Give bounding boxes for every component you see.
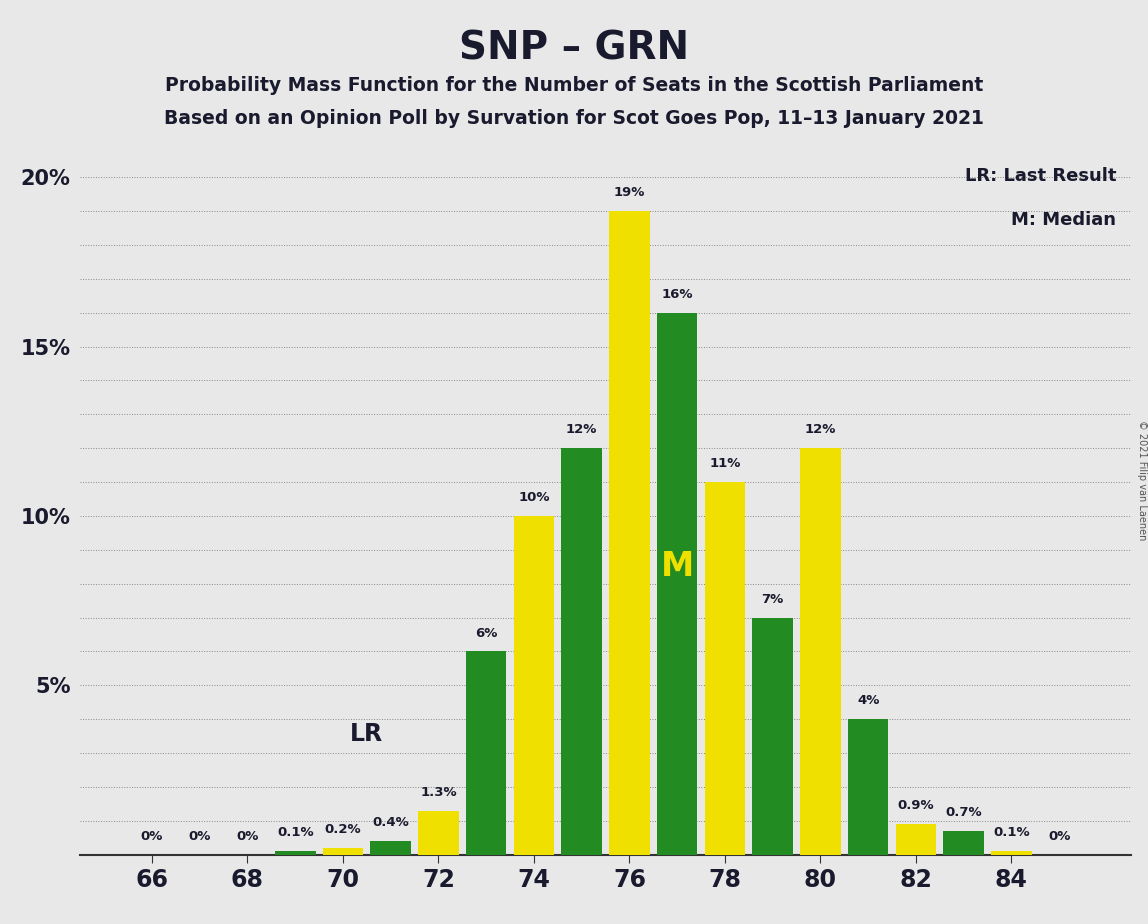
Bar (657, 312, 698, 855)
Bar (848, 719, 889, 855)
Bar (466, 651, 506, 855)
Text: 0.1%: 0.1% (993, 826, 1030, 840)
Text: 16%: 16% (661, 287, 693, 301)
Text: M: M (660, 550, 693, 583)
Text: 0.9%: 0.9% (898, 799, 934, 812)
Text: LR: LR (350, 723, 383, 747)
Text: 11%: 11% (709, 457, 740, 470)
Bar (513, 516, 554, 855)
Bar (418, 810, 459, 855)
Text: 0.7%: 0.7% (945, 806, 982, 820)
Bar (895, 824, 937, 855)
Bar (752, 617, 793, 855)
Text: 0%: 0% (236, 830, 258, 843)
Text: 0.2%: 0.2% (325, 823, 362, 836)
Text: Probability Mass Function for the Number of Seats in the Scottish Parliament: Probability Mass Function for the Number… (165, 76, 983, 95)
Bar (323, 848, 363, 855)
Text: 0%: 0% (141, 830, 163, 843)
Text: 10%: 10% (518, 491, 550, 505)
Bar (371, 841, 411, 855)
Text: Based on an Opinion Poll by Survation for Scot Goes Pop, 11–13 January 2021: Based on an Opinion Poll by Survation fo… (164, 109, 984, 128)
Bar (991, 851, 1032, 855)
Text: 12%: 12% (805, 423, 836, 436)
Bar (705, 482, 745, 855)
Text: 12%: 12% (566, 423, 597, 436)
Bar (274, 851, 316, 855)
Text: 1.3%: 1.3% (420, 785, 457, 798)
Text: 0%: 0% (188, 830, 211, 843)
Text: 6%: 6% (475, 626, 497, 639)
Text: 0.1%: 0.1% (277, 826, 313, 840)
Text: 7%: 7% (761, 592, 784, 606)
Text: © 2021 Filip van Laenen: © 2021 Filip van Laenen (1138, 420, 1147, 541)
Bar (610, 211, 650, 855)
Text: M: Median: M: Median (1011, 211, 1117, 229)
Text: 4%: 4% (858, 694, 879, 708)
Bar (944, 831, 984, 855)
Text: SNP – GRN: SNP – GRN (459, 30, 689, 67)
Text: LR: Last Result: LR: Last Result (965, 167, 1117, 185)
Bar (800, 448, 840, 855)
Text: 0.4%: 0.4% (372, 816, 409, 830)
Text: 19%: 19% (614, 186, 645, 200)
Text: 0%: 0% (1048, 830, 1070, 843)
Bar (561, 448, 602, 855)
